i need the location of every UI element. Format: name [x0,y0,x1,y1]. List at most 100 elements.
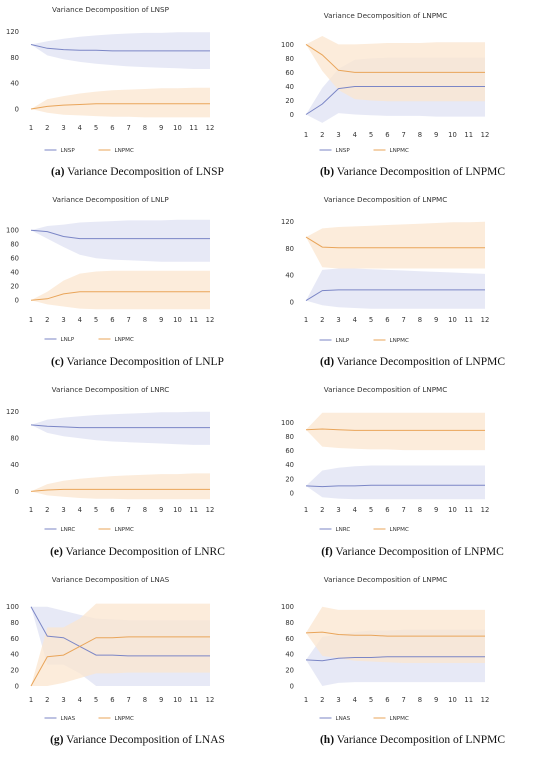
caption-letter: (f) [321,546,333,558]
x-tick-label: 11 [189,506,198,514]
x-tick-label: 6 [385,131,389,139]
y-tick-label: 120 [281,218,294,226]
series-line-lnpmc [305,43,485,73]
x-tick-label: 4 [78,124,82,132]
series-line-lnpmc [30,291,210,301]
caption-text: Variance Decomposition of LNPMC [334,356,506,368]
x-tick-label: 1 [304,506,308,514]
x-tick-label: 7 [401,506,405,514]
x-tick-label: 6 [385,506,389,514]
y-tick-label: 40 [10,651,19,659]
chart-panel-g: Variance Decomposition of LNAS 0 20 40 60 80 1… [0,570,275,758]
legend-label-lnlp: LNLP [336,338,350,344]
series-line-lnpmc [305,236,485,249]
confidence-band-lnpmc [31,603,210,686]
x-tick-label: 3 [61,316,65,324]
chart-panel-c: Variance Decomposition of LNLP 0 20 40 60 80 1… [0,190,275,380]
chart-svg: Variance Decomposition of LNPMC 0 20 40 60 80… [281,385,489,533]
x-tick-label: 6 [385,696,389,704]
x-tick-label: 7 [401,131,405,139]
confidence-band-lnpmc [306,221,485,269]
y-tick-label: 100 [281,419,294,427]
x-tick-label: 6 [385,316,389,324]
caption-letter: (b) [319,166,335,178]
legend-label-lnrc: LNRC [61,527,76,533]
x-tick-label: 9 [434,131,438,139]
x-tick-label: 3 [336,131,340,139]
confidence-band-lnrc [306,465,485,500]
y-tick-label: 100 [281,603,294,611]
x-tick-label: 5 [94,124,98,132]
x-tick-label: 12 [206,316,215,324]
caption-letter: (h) [319,734,335,746]
y-tick-label: 80 [285,619,294,627]
x-tick-label: 8 [418,316,422,324]
panel-caption: (e) Variance Decomposition of LNRC [0,546,275,558]
chart-panel-d: Variance Decomposition of LNPMC 0 40 80 120 1… [275,190,550,380]
legend-label-lnpmc: LNPMC [390,716,410,722]
x-tick-label: 7 [401,316,405,324]
y-tick-label: 40 [10,269,19,277]
y-tick-label: 0 [290,489,294,497]
y-tick-label: 120 [6,28,19,36]
x-tick-label: 7 [126,124,130,132]
y-tick-label: 40 [10,461,19,469]
confidence-band-lnrc [31,411,210,445]
caption-letter: (c) [51,356,64,368]
caption-text: Variance Decomposition of LNRC [62,546,225,558]
x-tick-label: 7 [126,696,130,704]
chart-title: Variance Decomposition of LNPMC [324,195,448,204]
y-tick-label: 60 [285,69,294,77]
panel-caption: (h) Variance Decomposition of LNPMC [275,734,550,746]
chart-title: Variance Decomposition of LNPMC [324,11,448,20]
x-tick-label: 11 [464,131,473,139]
x-tick-label: 11 [189,696,198,704]
x-tick-label: 8 [143,316,147,324]
x-tick-label: 5 [369,696,373,704]
x-tick-label: 8 [418,131,422,139]
x-tick-label: 8 [143,124,147,132]
chart-title: Variance Decomposition of LNSP [52,5,170,14]
panel-caption: (b) Variance Decomposition of LNPMC [275,166,550,178]
x-tick-label: 1 [29,124,33,132]
caption-text: Variance Decomposition of LNPMC [334,734,506,746]
legend-label-lnas: LNAS [61,716,76,722]
x-tick-label: 4 [353,696,357,704]
x-tick-label: 7 [401,696,405,704]
chart-title: Variance Decomposition of LNAS [52,575,170,584]
x-tick-label: 4 [353,131,357,139]
x-tick-label: 1 [304,696,308,704]
x-tick-label: 3 [61,506,65,514]
x-tick-label: 4 [353,316,357,324]
x-tick-label: 1 [304,131,308,139]
y-tick-label: 20 [285,475,294,483]
x-tick-label: 10 [448,316,457,324]
chart-title: Variance Decomposition of LNPMC [324,385,448,394]
series-line-lnpmc [305,631,485,637]
series-line-lnsp [305,86,485,115]
x-tick-label: 2 [45,316,49,324]
series-line-lnas [30,606,210,657]
x-tick-label: 2 [320,131,324,139]
confidence-band-lnlp [31,219,210,262]
y-tick-label: 40 [285,83,294,91]
legend-label-lnsp: LNSP [336,148,351,154]
y-tick-label: 40 [285,651,294,659]
x-tick-label: 4 [353,506,357,514]
legend-label-lnsp: LNSP [61,148,76,154]
y-tick-label: 80 [10,619,19,627]
x-tick-label: 5 [94,696,98,704]
panel-caption: (g) Variance Decomposition of LNAS [0,734,275,746]
x-tick-label: 6 [110,696,114,704]
chart-title: Variance Decomposition of LNPMC [324,575,448,584]
confidence-band-lnpmc [31,87,210,118]
legend-label-lnpmc: LNPMC [115,337,135,343]
y-tick-label: 0 [15,488,19,496]
x-tick-label: 2 [320,696,324,704]
y-tick-label: 60 [10,635,19,643]
caption-text: Variance Decomposition of LNPMC [332,546,504,558]
x-tick-label: 5 [94,506,98,514]
y-tick-label: 20 [10,283,19,291]
y-tick-label: 60 [10,255,19,263]
x-tick-label: 1 [29,696,33,704]
